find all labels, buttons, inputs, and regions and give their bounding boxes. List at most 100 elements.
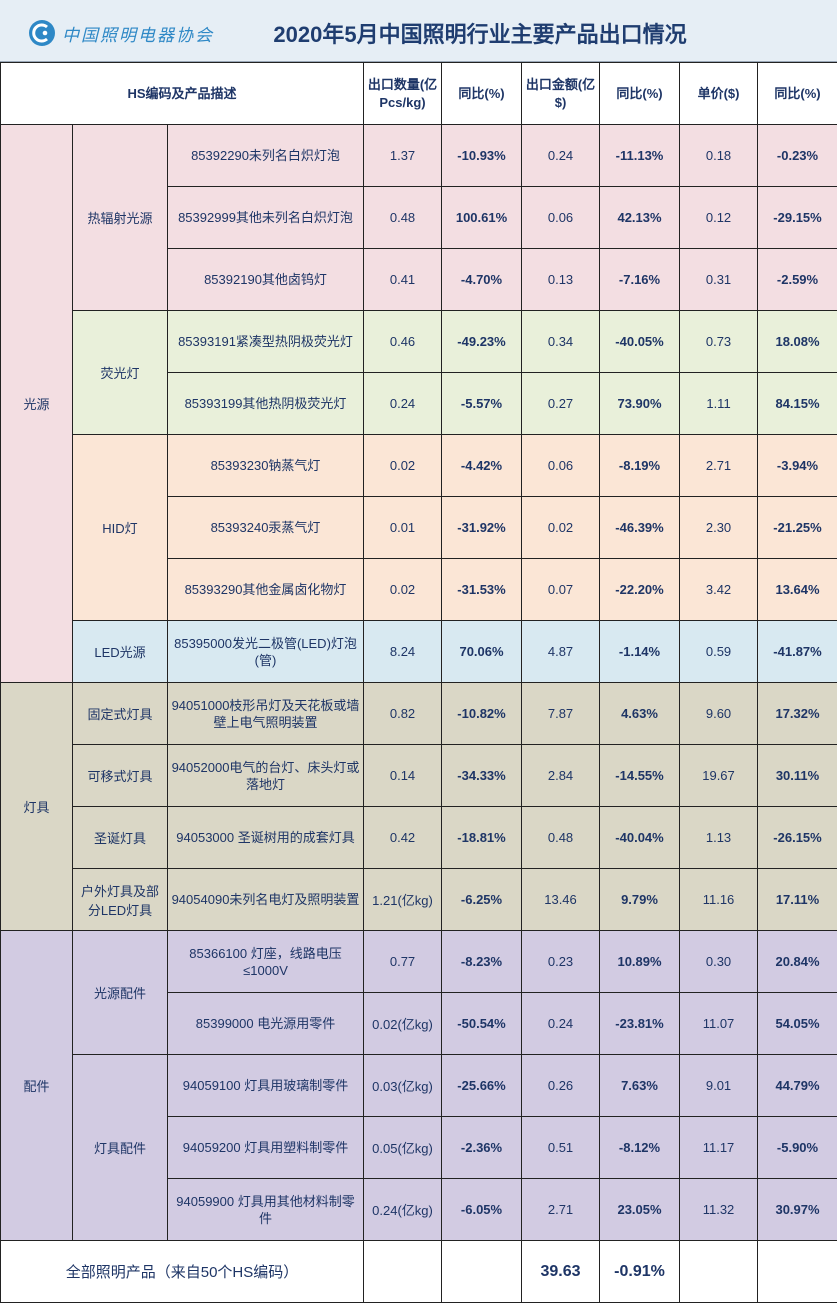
row-amt-yoy: 4.63% [599, 682, 681, 745]
row-qty: 0.48 [363, 186, 443, 249]
row-desc: 85366100 灯座，线路电压≤1000V [166, 930, 365, 993]
row-desc: 85393191紧凑型热阴极荧光灯 [166, 310, 365, 373]
row-price: 19.67 [679, 744, 759, 807]
row-price-yoy: 13.64% [757, 558, 837, 621]
row-amt-yoy: -40.05% [599, 310, 681, 373]
row-price: 0.12 [679, 186, 759, 249]
row-qty: 0.24 [363, 372, 443, 435]
row-price-yoy: -26.15% [757, 806, 837, 869]
group-light-source: 光源 [0, 124, 73, 683]
row-amt: 2.84 [521, 744, 601, 807]
logo-text: 中国照明电器协会 [62, 25, 214, 46]
row-price-yoy: 30.97% [757, 1178, 837, 1241]
table-row: 可移式灯具 94052000电气的台灯、床头灯或落地灯 0.14 -34.33%… [0, 744, 837, 807]
row-desc: 85393240汞蒸气灯 [166, 496, 365, 559]
col-header-price-yoy: 同比(%) [757, 62, 837, 125]
row-price-yoy: 17.32% [757, 682, 837, 745]
row-desc: 85393199其他热阴极荧光灯 [166, 372, 365, 435]
row-qty: 0.14 [363, 744, 443, 807]
row-qty-yoy: -25.66% [441, 1054, 523, 1117]
row-amt: 0.23 [521, 930, 601, 993]
row-qty-yoy: -18.81% [441, 806, 523, 869]
table-row: 圣诞灯具 94053000 圣诞树用的成套灯具 0.42 -18.81% 0.4… [0, 806, 837, 869]
row-price-yoy: 84.15% [757, 372, 837, 435]
row-qty-yoy: -34.33% [441, 744, 523, 807]
row-price-yoy: 17.11% [757, 868, 837, 931]
row-amt: 4.87 [521, 620, 601, 683]
row-qty-yoy: -10.93% [441, 124, 523, 187]
row-qty: 0.02 [363, 434, 443, 497]
row-price: 3.42 [679, 558, 759, 621]
table-row: 灯具配件 94059100 灯具用玻璃制零件 0.03(亿kg) -25.66%… [0, 1054, 837, 1241]
total-qty-empty [363, 1240, 443, 1303]
row-qty: 0.24(亿kg) [363, 1178, 443, 1241]
col-header-amt: 出口金额(亿$) [521, 62, 601, 125]
row-price: 11.32 [679, 1178, 759, 1241]
row-amt: 0.06 [521, 186, 601, 249]
row-qty-yoy: -31.92% [441, 496, 523, 559]
row-price-yoy: -5.90% [757, 1116, 837, 1179]
row-amt-yoy: -14.55% [599, 744, 681, 807]
total-qty-yoy-empty [441, 1240, 523, 1303]
subgroup-fluorescent: 荧光灯 [72, 310, 168, 435]
row-price-yoy: -21.25% [757, 496, 837, 559]
row-qty-yoy: -5.57% [441, 372, 523, 435]
row-amt-yoy: 10.89% [599, 930, 681, 993]
row-price-yoy: 44.79% [757, 1054, 837, 1117]
row-price-yoy: -0.23% [757, 124, 837, 187]
row-qty-yoy: -31.53% [441, 558, 523, 621]
subgroup-hid: HID灯 [72, 434, 168, 621]
row-qty: 0.01 [363, 496, 443, 559]
total-price-empty [679, 1240, 759, 1303]
row-price-yoy: -2.59% [757, 248, 837, 311]
row-price: 2.71 [679, 434, 759, 497]
table-row: 光源 热辐射光源 85392290未列名白炽灯泡 1.37 -10.93% 0.… [0, 124, 837, 683]
row-price: 9.60 [679, 682, 759, 745]
row-qty-yoy: -8.23% [441, 930, 523, 993]
row-qty: 8.24 [363, 620, 443, 683]
group-luminaire: 灯具 [0, 682, 73, 931]
row-qty: 0.77 [363, 930, 443, 993]
row-qty-yoy: -49.23% [441, 310, 523, 373]
subgroup-led: LED光源 [72, 620, 168, 683]
row-price-yoy: 54.05% [757, 992, 837, 1055]
row-desc: 94051000枝形吊灯及天花板或墙壁上电气照明装置 [166, 682, 365, 745]
row-price: 9.01 [679, 1054, 759, 1117]
row-amt: 0.48 [521, 806, 601, 869]
row-price: 0.18 [679, 124, 759, 187]
row-amt: 0.24 [521, 992, 601, 1055]
row-amt-yoy: -40.04% [599, 806, 681, 869]
row-amt-yoy: 42.13% [599, 186, 681, 249]
total-amount: 39.63 [521, 1240, 601, 1303]
row-amt: 0.34 [521, 310, 601, 373]
col-header-desc: HS编码及产品描述 [0, 62, 365, 125]
row-amt-yoy: 23.05% [599, 1178, 681, 1241]
row-qty: 0.02 [363, 558, 443, 621]
row-amt-yoy: -8.12% [599, 1116, 681, 1179]
row-qty-yoy: 100.61% [441, 186, 523, 249]
row-price: 11.16 [679, 868, 759, 931]
row-price: 11.17 [679, 1116, 759, 1179]
row-amt-yoy: -23.81% [599, 992, 681, 1055]
row-desc: 94054090未列名电灯及照明装置 [166, 868, 365, 931]
cali-logo-icon [29, 20, 55, 46]
table-row: LED光源 85395000发光二极管(LED)灯泡(管) 8.24 70.06… [0, 620, 837, 683]
total-label: 全部照明产品（来自50个HS编码） [0, 1240, 365, 1303]
row-price-yoy: 20.84% [757, 930, 837, 993]
table-row: 灯具 固定式灯具 94051000枝形吊灯及天花板或墙壁上电气照明装置 0.82… [0, 682, 837, 931]
header-row: HS编码及产品描述 出口数量(亿Pcs/kg) 同比(%) 出口金额(亿$) 同… [0, 62, 837, 125]
row-qty: 0.02(亿kg) [363, 992, 443, 1055]
row-qty-yoy: -2.36% [441, 1116, 523, 1179]
row-amt: 0.07 [521, 558, 601, 621]
row-amt-yoy: -11.13% [599, 124, 681, 187]
row-desc: 85399000 电光源用零件 [166, 992, 365, 1055]
total-amount-yoy: -0.91% [599, 1240, 681, 1303]
col-header-amt-yoy: 同比(%) [599, 62, 681, 125]
row-qty: 1.37 [363, 124, 443, 187]
row-qty-yoy: -4.42% [441, 434, 523, 497]
page-title: 2020年5月中国照明行业主要产品出口情况 [273, 22, 687, 47]
row-qty-yoy: -6.25% [441, 868, 523, 931]
subgroup-thermal: 热辐射光源 [72, 124, 168, 311]
row-qty: 0.41 [363, 248, 443, 311]
group-accessory: 配件 [0, 930, 73, 1241]
